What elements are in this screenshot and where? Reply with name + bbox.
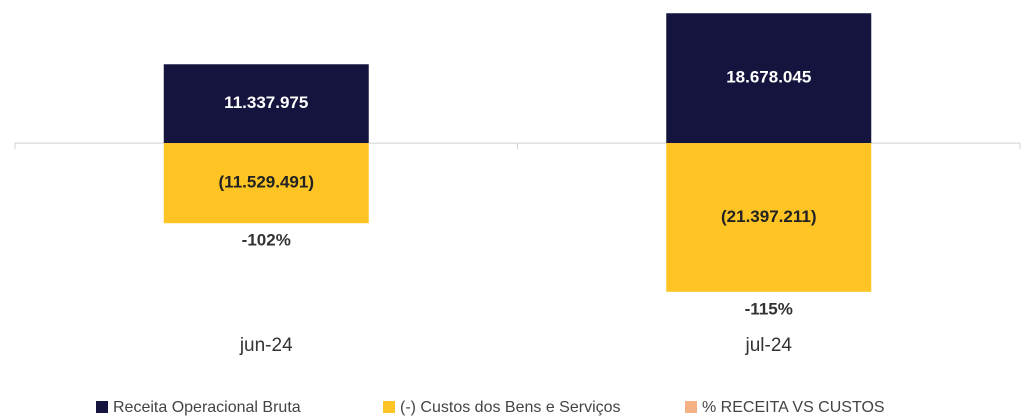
bar <box>666 143 872 292</box>
value-label: 11.337.975 <box>224 93 308 112</box>
legend-swatch <box>685 401 697 413</box>
legend-swatch <box>383 401 395 413</box>
value-label: (21.397.211) <box>721 207 816 226</box>
bar <box>666 13 872 144</box>
value-label: (11.529.491) <box>219 173 314 192</box>
value-label: 18.678.045 <box>726 68 811 87</box>
x-tick-label: jul-24 <box>745 335 793 356</box>
bar <box>163 64 369 144</box>
legend-swatch <box>96 401 108 413</box>
legend-label: % RECEITA VS CUSTOS <box>702 399 885 416</box>
x-tick-label: jun-24 <box>239 335 293 356</box>
percent-label: -115% <box>745 299 793 318</box>
legend-label: Receita Operacional Bruta <box>113 399 301 416</box>
bar <box>163 143 369 224</box>
legend-label: (-) Custos dos Bens e Serviços <box>400 399 621 416</box>
percent-label: -102% <box>242 231 291 250</box>
